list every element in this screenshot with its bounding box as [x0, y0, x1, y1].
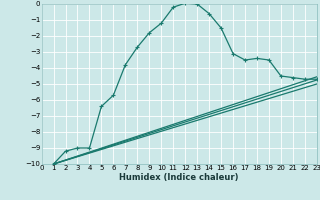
X-axis label: Humidex (Indice chaleur): Humidex (Indice chaleur) [119, 173, 239, 182]
